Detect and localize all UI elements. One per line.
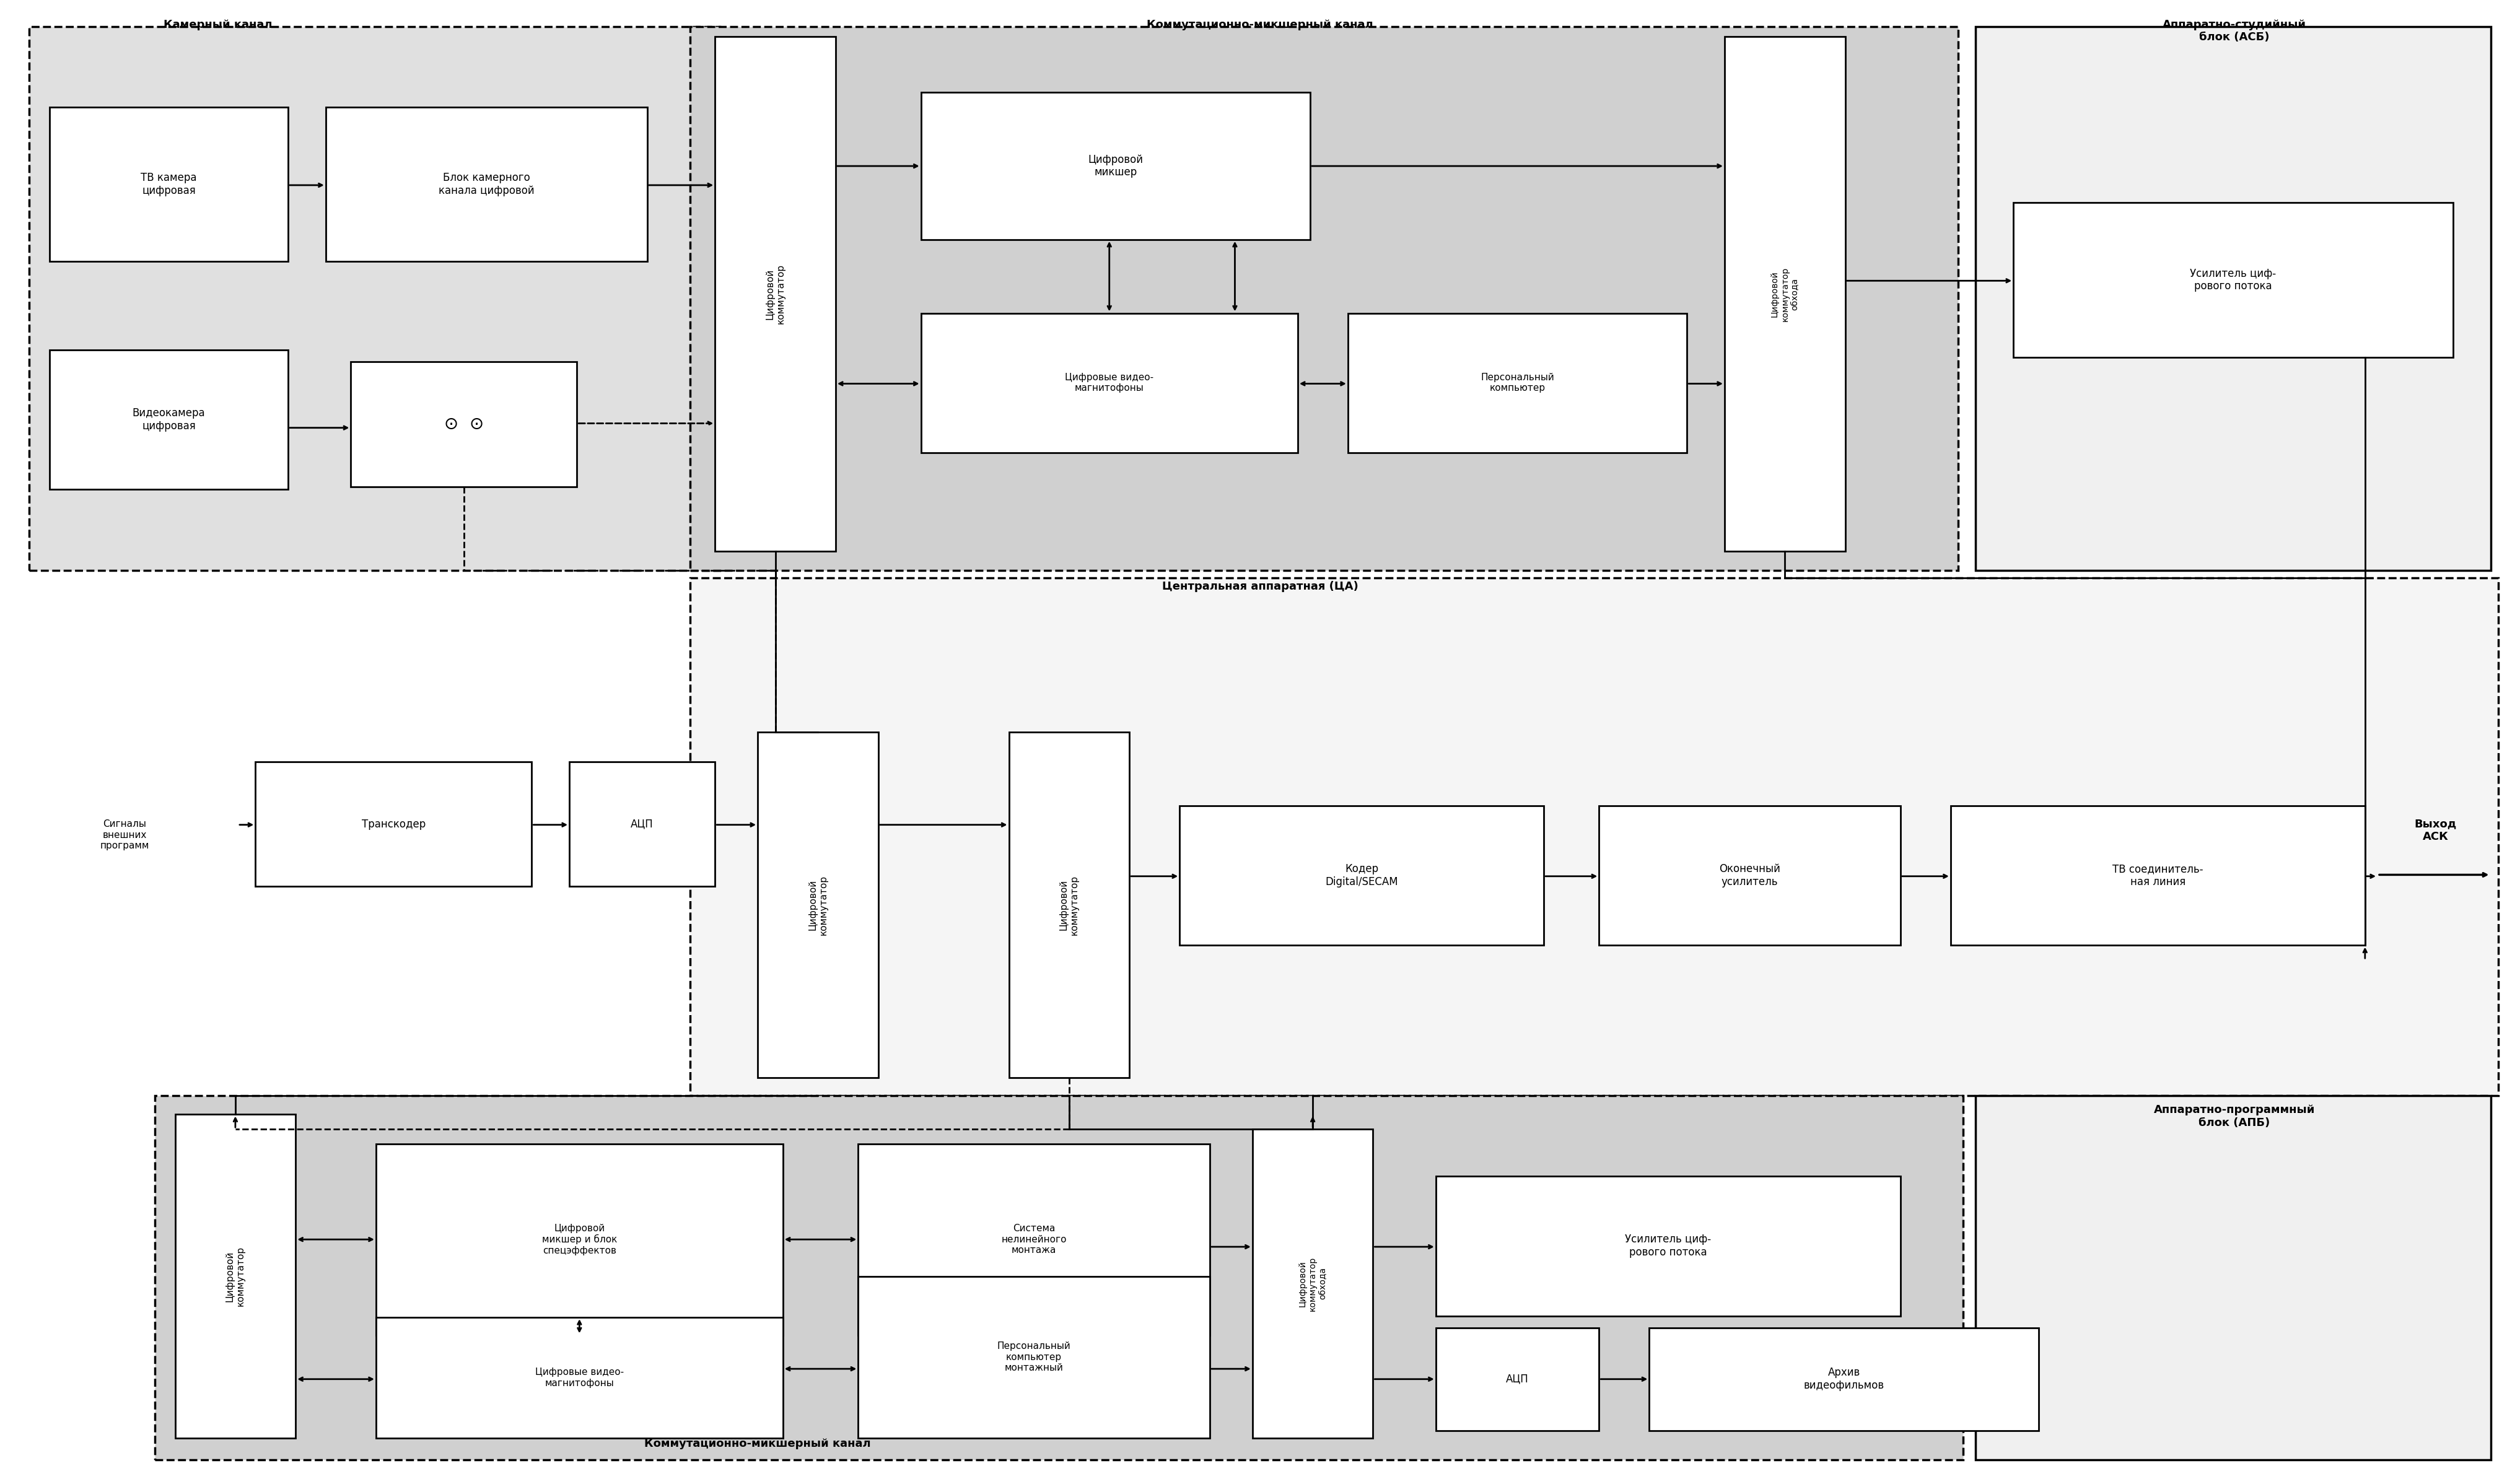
FancyBboxPatch shape (13, 754, 237, 916)
FancyBboxPatch shape (325, 108, 648, 262)
FancyBboxPatch shape (1252, 1128, 1373, 1438)
Text: Цифровой
коммутатор
обхода: Цифровой коммутатор обхода (1772, 266, 1799, 321)
FancyBboxPatch shape (255, 762, 532, 886)
FancyBboxPatch shape (156, 1096, 1963, 1460)
Text: Персональный
компьютер
монтажный: Персональный компьютер монтажный (998, 1341, 1071, 1373)
FancyBboxPatch shape (350, 361, 577, 487)
Text: Цифровые видео-
магнитофоны: Цифровые видео- магнитофоны (1066, 373, 1154, 393)
FancyBboxPatch shape (30, 27, 721, 571)
Text: Цифровой
микшер: Цифровой микшер (1089, 154, 1144, 177)
Text: Сигналы
внешних
программ: Сигналы внешних программ (101, 819, 149, 850)
FancyBboxPatch shape (1348, 314, 1686, 453)
Text: Цифровой
микшер и блок
спецэффектов: Цифровой микшер и блок спецэффектов (542, 1223, 617, 1256)
FancyBboxPatch shape (1436, 1328, 1600, 1430)
Text: Кодер
Digital/SECAM: Кодер Digital/SECAM (1326, 864, 1399, 887)
Text: Усилитель циф-
рового потока: Усилитель циф- рового потока (2190, 268, 2276, 291)
FancyBboxPatch shape (690, 27, 1958, 571)
FancyBboxPatch shape (1179, 806, 1545, 945)
FancyBboxPatch shape (1436, 1176, 1900, 1316)
FancyBboxPatch shape (1600, 806, 1900, 945)
Text: Цифровой
коммутатор: Цифровой коммутатор (766, 263, 786, 324)
FancyBboxPatch shape (920, 314, 1298, 453)
Text: Коммутационно-микшерный канал: Коммутационно-микшерный канал (1147, 19, 1373, 30)
FancyBboxPatch shape (375, 1143, 784, 1336)
FancyBboxPatch shape (50, 351, 287, 490)
Text: Выход
АСК: Выход АСК (2414, 818, 2457, 843)
Text: Аппаратно-студийный
блок (АСБ): Аппаратно-студийный блок (АСБ) (2162, 19, 2306, 43)
Text: Видеокамера
цифровая: Видеокамера цифровая (134, 408, 204, 432)
Text: Центральная аппаратная (ЦА): Центральная аппаратная (ЦА) (1162, 581, 1358, 592)
FancyBboxPatch shape (716, 37, 837, 552)
Text: Цифровой
коммутатор: Цифровой коммутатор (1058, 876, 1079, 935)
FancyBboxPatch shape (859, 1276, 1210, 1438)
FancyBboxPatch shape (1950, 806, 2364, 945)
FancyBboxPatch shape (1724, 37, 1845, 552)
FancyBboxPatch shape (759, 732, 879, 1078)
Text: ТВ соединитель-
ная линия: ТВ соединитель- ная линия (2112, 864, 2202, 887)
Text: Аппаратно-программный
блок (АПБ): Аппаратно-программный блок (АПБ) (2155, 1105, 2316, 1128)
FancyBboxPatch shape (375, 1318, 784, 1438)
Text: АЦП: АЦП (1507, 1374, 1530, 1384)
FancyBboxPatch shape (1008, 732, 1129, 1078)
Text: Транскодер: Транскодер (360, 818, 426, 830)
Text: Система
нелинейного
монтажа: Система нелинейного монтажа (1000, 1225, 1066, 1254)
FancyBboxPatch shape (570, 762, 716, 886)
Text: Усилитель циф-
рового потока: Усилитель циф- рового потока (1625, 1233, 1711, 1259)
FancyBboxPatch shape (1976, 27, 2490, 571)
Text: Цифровой
коммутатор: Цифровой коммутатор (224, 1247, 244, 1306)
FancyBboxPatch shape (174, 1115, 295, 1438)
FancyBboxPatch shape (690, 578, 2497, 1096)
Text: ⊙  ⊙: ⊙ ⊙ (444, 416, 484, 433)
FancyBboxPatch shape (920, 93, 1310, 240)
Text: Блок камерного
канала цифровой: Блок камерного канала цифровой (438, 173, 534, 197)
Text: Цифровые видео-
магнитофоны: Цифровые видео- магнитофоны (534, 1368, 625, 1387)
Text: АЦП: АЦП (630, 818, 653, 830)
Text: Архив
видеофильмов: Архив видеофильмов (1804, 1367, 1885, 1392)
Text: Коммутационно-микшерный канал: Коммутационно-микшерный канал (645, 1438, 872, 1449)
FancyBboxPatch shape (859, 1143, 1210, 1336)
FancyBboxPatch shape (1976, 1096, 2490, 1460)
Text: Цифровой
коммутатор: Цифровой коммутатор (809, 876, 829, 935)
Text: Цифровой
коммутатор
обхода: Цифровой коммутатор обхода (1298, 1256, 1328, 1310)
Text: ТВ камера
цифровая: ТВ камера цифровая (141, 173, 197, 197)
Text: Камерный канал: Камерный канал (164, 19, 272, 30)
Text: Оконечный
усилитель: Оконечный усилитель (1719, 864, 1779, 887)
Text: Персональный
компьютер: Персональный компьютер (1482, 373, 1555, 393)
FancyBboxPatch shape (2013, 203, 2452, 358)
FancyBboxPatch shape (1648, 1328, 2039, 1430)
FancyBboxPatch shape (50, 108, 287, 262)
